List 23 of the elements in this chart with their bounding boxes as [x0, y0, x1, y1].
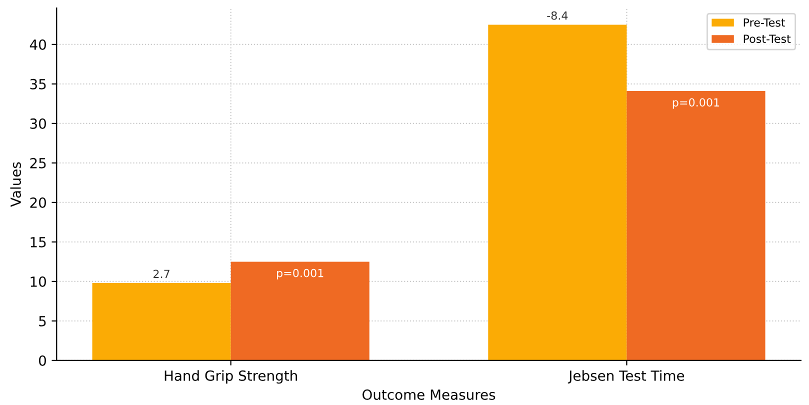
y-tick-label: 15 [30, 237, 46, 248]
y-tick-label: 20 [30, 197, 46, 208]
annotation: p=0.001 [672, 98, 720, 109]
x-tick-label: Hand Grip Strength [164, 370, 297, 384]
y-tick-label: 30 [30, 118, 46, 129]
y-tick-label: 40 [30, 39, 46, 50]
legend-label: Post-Test [744, 34, 791, 44]
y-tick-label: 0 [38, 355, 46, 366]
legend-label: Pre-Test [744, 18, 786, 27]
annotation: -8.4 [547, 11, 568, 20]
x-axis-title: Outcome Measures [362, 389, 496, 400]
y-tick-label: 5 [39, 316, 46, 326]
y-tick-label: 35 [30, 78, 46, 90]
annotation: p=0.001 [277, 268, 324, 280]
annotation: 2.7 [154, 270, 170, 278]
bar [92, 283, 231, 360]
bar [626, 91, 766, 360]
y-tick-label: 25 [30, 158, 46, 168]
bar [230, 262, 370, 360]
bar [488, 24, 627, 360]
x-tick-label: Jebsen Test Time [568, 370, 684, 384]
y-tick-label: 10 [30, 276, 46, 287]
y-axis-title: Values [10, 162, 21, 207]
